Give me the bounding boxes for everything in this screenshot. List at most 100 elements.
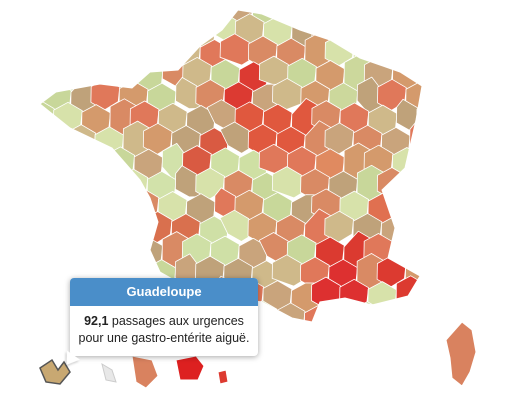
department[interactable] [129,12,160,45]
department[interactable] [445,280,474,311]
department[interactable] [81,15,112,49]
department[interactable] [434,0,463,27]
department[interactable] [395,98,423,132]
department[interactable] [396,10,424,43]
department[interactable] [109,10,140,51]
department[interactable] [408,209,436,242]
department[interactable] [14,167,44,200]
department[interactable] [324,298,361,330]
department[interactable] [70,0,101,29]
department[interactable] [434,260,463,291]
department[interactable] [416,101,446,134]
department[interactable] [408,297,436,337]
department[interactable] [449,232,476,263]
department[interactable] [195,0,226,24]
department[interactable] [445,16,474,47]
guyane[interactable] [131,355,159,389]
department[interactable] [416,12,446,46]
department[interactable] [219,121,256,154]
department[interactable] [53,13,83,46]
department[interactable] [377,0,407,23]
department[interactable] [94,214,124,247]
department[interactable] [445,192,474,223]
department[interactable] [41,170,72,203]
department[interactable] [80,192,111,225]
department[interactable] [66,35,97,69]
department[interactable] [272,0,303,22]
department[interactable] [401,32,437,66]
department[interactable] [142,34,173,67]
department[interactable] [445,104,474,135]
department[interactable] [18,304,48,336]
department[interactable] [356,0,386,29]
department[interactable] [420,149,450,182]
department[interactable] [25,276,61,309]
department[interactable] [90,166,121,199]
department[interactable] [52,190,83,223]
department[interactable] [430,124,459,155]
department[interactable] [41,258,72,291]
reunion[interactable] [175,355,205,381]
department[interactable] [65,212,96,245]
department[interactable] [271,166,309,199]
department[interactable] [367,16,398,49]
department[interactable] [29,147,59,180]
department[interactable] [430,36,459,67]
department[interactable] [18,215,48,249]
department[interactable] [76,232,114,265]
department[interactable] [122,208,153,250]
department[interactable] [29,59,59,92]
department[interactable] [77,55,108,89]
corsica[interactable] [445,321,477,387]
department[interactable] [441,56,476,87]
department[interactable] [109,186,140,227]
department[interactable] [105,234,135,267]
department[interactable] [118,0,149,25]
department[interactable] [395,275,425,316]
mayotte[interactable] [217,369,229,385]
department[interactable] [405,0,435,26]
department[interactable] [77,144,114,177]
department[interactable] [328,0,359,27]
department[interactable] [381,38,411,71]
department[interactable] [147,0,177,27]
department[interactable] [395,187,423,228]
department[interactable] [70,164,100,205]
department[interactable] [56,238,87,271]
department[interactable] [339,14,370,47]
department[interactable] [158,14,188,47]
department[interactable] [42,0,72,26]
department[interactable] [434,84,463,115]
department[interactable] [434,172,463,203]
department[interactable] [94,38,125,71]
department[interactable] [56,149,87,183]
department[interactable] [409,121,437,154]
department[interactable] [420,61,450,94]
department[interactable] [300,0,331,25]
department[interactable] [14,79,44,112]
department[interactable] [416,189,446,222]
department[interactable] [419,237,449,270]
department[interactable] [352,301,383,333]
department[interactable] [430,300,459,331]
department[interactable] [405,169,435,202]
department[interactable] [25,187,61,221]
department[interactable] [219,33,256,66]
guadeloupe[interactable] [39,358,71,385]
department[interactable] [39,33,75,66]
department[interactable] [29,235,59,269]
department[interactable] [219,209,256,242]
department[interactable] [38,298,74,330]
department[interactable] [14,256,44,289]
department[interactable] [271,254,309,287]
martinique[interactable] [101,362,117,383]
department[interactable] [415,277,445,310]
department[interactable] [380,303,411,335]
department[interactable] [430,212,459,243]
department[interactable] [441,144,476,175]
department[interactable] [25,11,62,44]
department[interactable] [90,0,121,23]
department[interactable] [18,39,48,72]
department[interactable] [14,0,44,24]
department[interactable] [122,32,151,73]
